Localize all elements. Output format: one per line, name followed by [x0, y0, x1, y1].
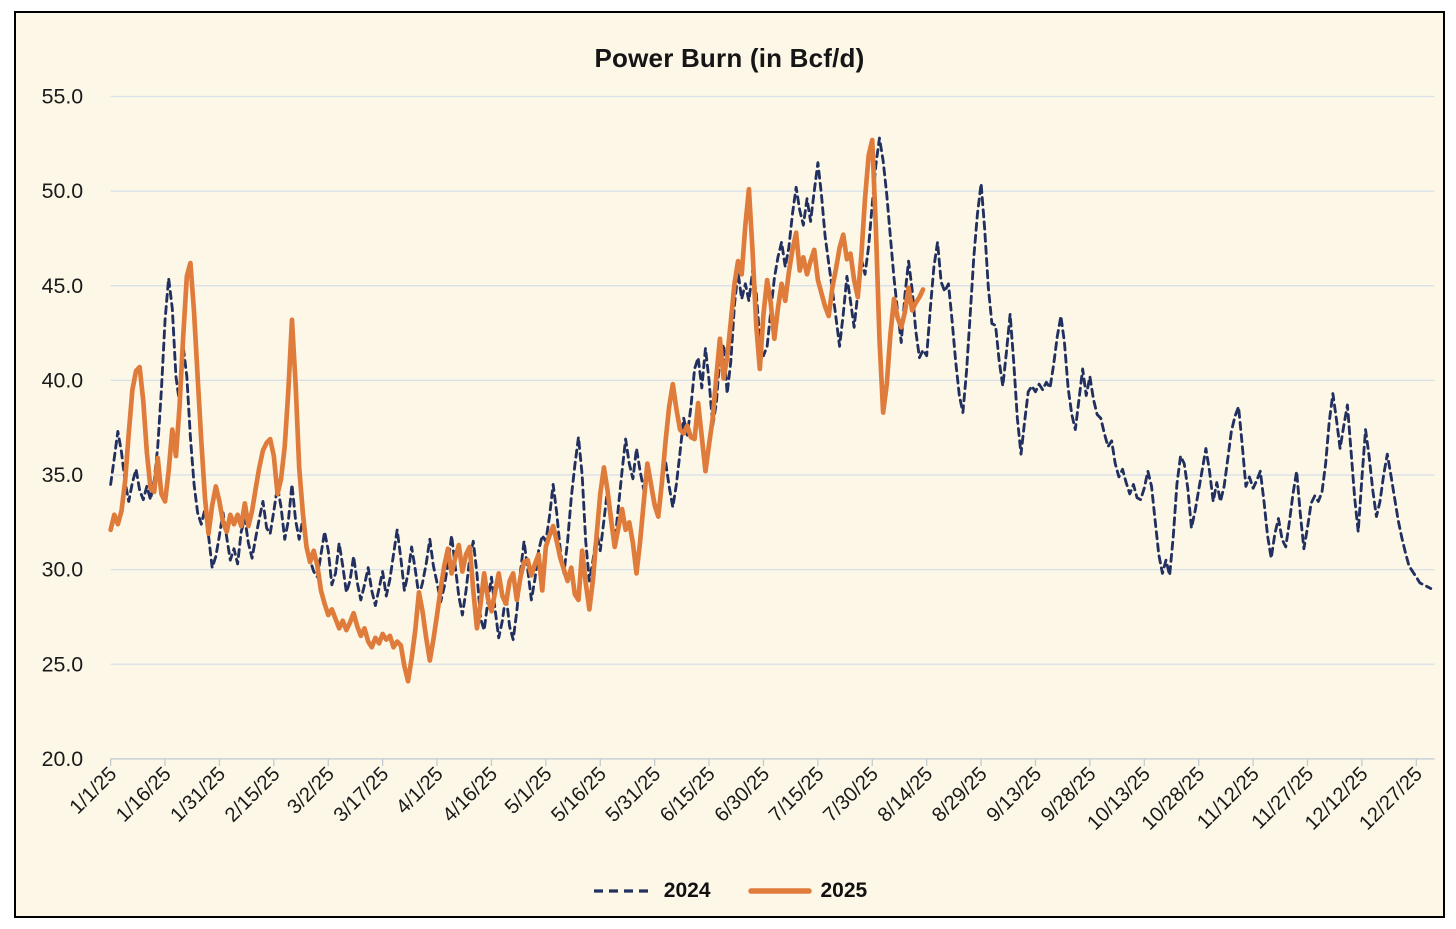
y-tick-label: 50.0	[42, 179, 84, 203]
x-tick-label: 4/16/25	[439, 763, 503, 827]
x-tick-label: 7/15/25	[765, 763, 829, 827]
y-tick-label: 20.0	[42, 747, 84, 771]
y-tick-label: 35.0	[42, 463, 84, 487]
power-burn-line-chart: 20.025.030.035.040.045.050.055.01/1/251/…	[42, 85, 1435, 835]
y-tick-label: 45.0	[42, 274, 84, 298]
y-tick-label: 55.0	[42, 85, 84, 109]
x-tick-label: 8/14/25	[874, 763, 938, 827]
x-tick-label: 3/17/25	[330, 763, 394, 827]
legend-item-2024: 2024	[592, 879, 711, 903]
chart-frame: 20.0 25.0 30.0 35.0 40.0 45.0 50.0 55.0 1/1/25 1/…	[14, 11, 1445, 918]
x-tick-label: 8/29/25	[928, 763, 992, 827]
x-tick-label: 1/16/25	[112, 763, 176, 827]
y-tick-label: 30.0	[42, 558, 84, 582]
series-line-2024	[109, 136, 1433, 642]
x-tick-label: 1/31/25	[167, 763, 231, 827]
legend-solid-line-swatch-2025	[747, 888, 812, 894]
series-line-2025	[108, 137, 926, 684]
y-tick-label: 25.0	[42, 652, 84, 676]
x-tick-label: 7/30/25	[819, 763, 883, 827]
x-tick-label: 5/16/25	[547, 763, 611, 827]
legend-label-2025: 2025	[820, 879, 868, 902]
legend-dashed-line-swatch-2024	[593, 889, 654, 893]
chart-legend: 2024 2025	[16, 879, 1443, 903]
x-tick-label: 6/30/25	[711, 763, 775, 827]
x-tick-label: 5/31/25	[602, 763, 666, 827]
chart-title: Power Burn (in Bcf/d)	[594, 43, 865, 73]
x-tick-label: 6/15/25	[656, 763, 720, 827]
x-tick-label: 9/13/25	[983, 763, 1047, 827]
legend-item-2025: 2025	[747, 879, 868, 903]
x-tick-label: 2/15/25	[221, 763, 285, 827]
legend-label-2024: 2024	[663, 879, 711, 902]
y-tick-label: 40.0	[42, 368, 84, 392]
